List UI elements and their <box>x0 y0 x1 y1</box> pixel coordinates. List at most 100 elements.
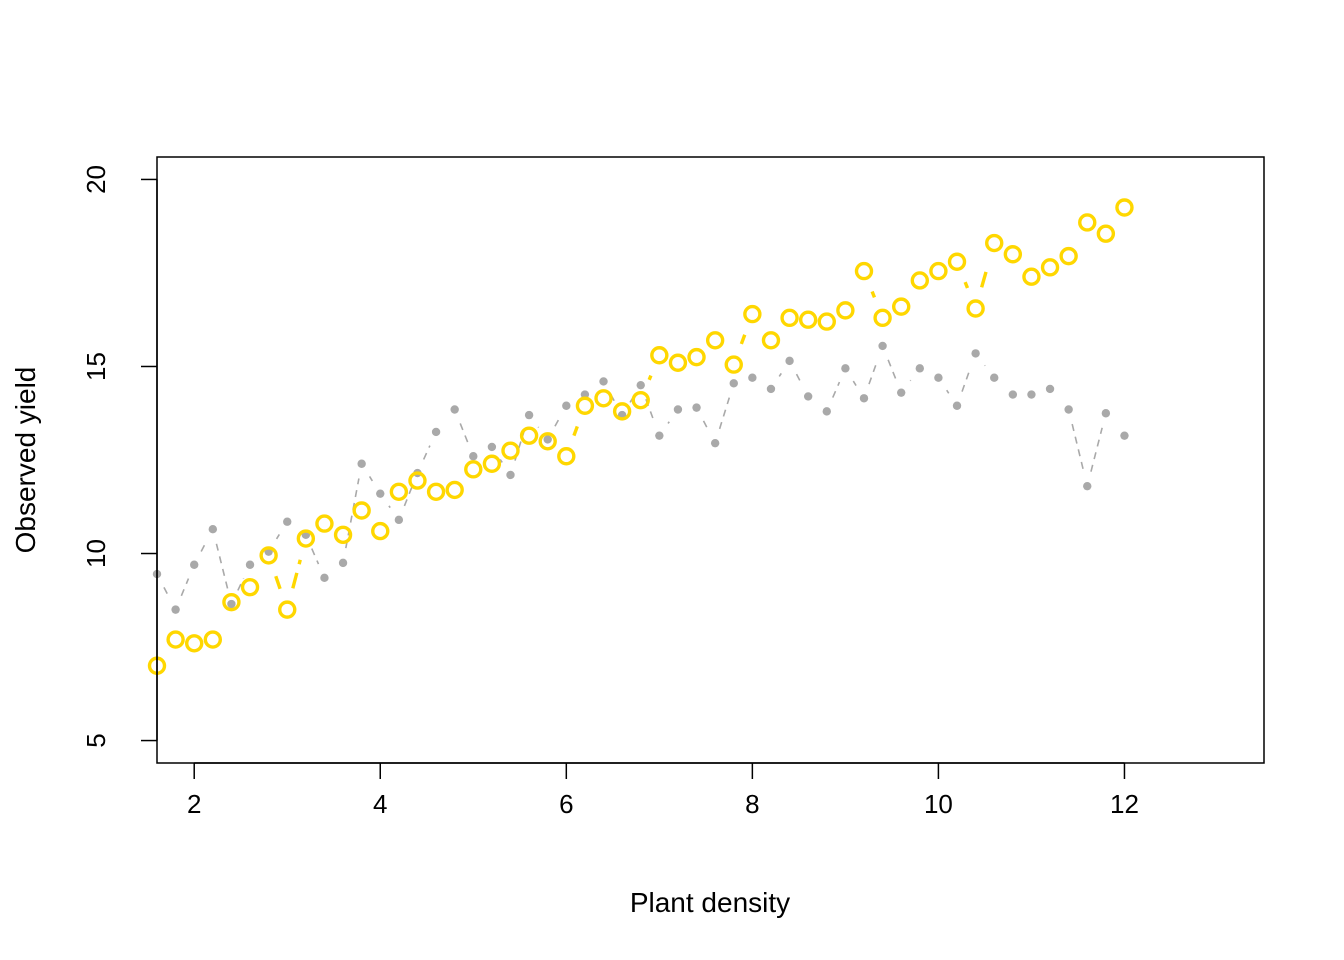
series-1-point <box>376 489 385 498</box>
series-1-segment <box>702 420 709 431</box>
series-2-point <box>687 347 706 367</box>
series-1-point <box>599 377 608 386</box>
series-1-segment <box>275 534 280 540</box>
series-2-point <box>612 402 632 421</box>
x-tick-label: 10 <box>924 789 953 819</box>
series-1-point <box>1008 390 1018 399</box>
series-1-segment <box>1071 423 1085 472</box>
series-2-point <box>854 261 874 281</box>
y-tick-label: 10 <box>81 539 111 568</box>
series-1-segment <box>459 423 469 443</box>
series-1-point <box>562 401 571 410</box>
series-2-point <box>1096 224 1116 243</box>
x-axis-title: Plant density <box>630 887 790 918</box>
series-2-point <box>408 471 427 490</box>
series-1-point <box>971 349 980 358</box>
series-1-segment <box>852 380 857 386</box>
series-2-point <box>333 525 353 545</box>
series-2-point <box>761 331 781 350</box>
series-1-point <box>636 380 645 390</box>
series-1-point <box>841 364 850 373</box>
series-1-point <box>990 373 999 382</box>
series-1-point <box>394 515 404 525</box>
series-2-segment <box>291 559 302 589</box>
series-1-point <box>171 605 180 614</box>
series-2-point <box>1078 213 1097 232</box>
series-2-point <box>947 252 967 271</box>
series-1-point <box>487 442 497 452</box>
series-2-point <box>315 514 334 533</box>
series-1-point <box>952 401 962 410</box>
series-1-point <box>673 405 683 414</box>
series-1-point <box>1045 384 1055 394</box>
series-1-point <box>915 364 925 373</box>
series-1-segment <box>946 389 950 394</box>
series-1-point <box>934 373 943 382</box>
series-2-point <box>482 454 502 473</box>
series-1-segment <box>422 445 431 460</box>
series-2-point <box>1022 267 1041 286</box>
series-2-point <box>836 301 855 320</box>
series-2-point <box>222 592 241 612</box>
series-1-point <box>878 341 887 351</box>
series-2-point <box>203 630 223 649</box>
series-2-segment <box>980 263 990 288</box>
y-tick-label: 15 <box>81 352 111 381</box>
series-1-point <box>1083 481 1092 491</box>
series-1-segment <box>403 486 413 507</box>
series-2-segment <box>963 281 970 289</box>
series-2-point <box>650 346 669 365</box>
series-1-point <box>1064 405 1073 414</box>
series-1-segment <box>237 577 245 591</box>
series-1-point <box>580 390 590 399</box>
x-tick-label: 6 <box>559 789 573 819</box>
series-1-point <box>803 392 813 401</box>
series-2-point <box>352 501 371 520</box>
series-2-point <box>557 447 576 466</box>
series-2-segment <box>870 290 877 299</box>
series-1-point <box>431 427 441 437</box>
series-1-segment <box>667 421 670 424</box>
series-1-segment <box>961 367 972 392</box>
series-1-point <box>766 384 776 394</box>
series-2-point <box>631 390 650 410</box>
series-1-segment <box>311 548 320 565</box>
series-2-point <box>445 480 464 500</box>
series-1-segment <box>554 418 560 427</box>
series-1-point <box>785 356 794 366</box>
series-1-segment <box>499 458 503 463</box>
series-2-point <box>966 299 985 318</box>
series-1-point <box>729 379 738 388</box>
series-1-point <box>1120 431 1129 440</box>
series-2-point <box>724 355 743 374</box>
series-1-point <box>748 373 757 382</box>
series-1-point <box>543 435 552 444</box>
series-1-point <box>357 459 366 468</box>
series-1-point <box>710 438 720 448</box>
series-1-point <box>655 431 664 440</box>
series-1-point <box>245 560 255 569</box>
series-2-point <box>817 312 836 331</box>
series-1-point <box>822 407 831 416</box>
series-2-point <box>371 521 390 541</box>
series-2-point <box>278 600 297 619</box>
series-1-point <box>283 517 292 526</box>
series-1-point <box>692 403 701 412</box>
series-1-point <box>469 452 478 461</box>
series-1-point <box>190 560 199 569</box>
series-2-point <box>185 634 204 653</box>
series-2-point <box>1003 245 1023 264</box>
series-2-point <box>240 577 260 597</box>
series-2-point <box>538 432 557 451</box>
series-2-point <box>910 271 930 290</box>
series-1-segment <box>718 397 731 430</box>
series-1-segment <box>215 543 229 590</box>
series-2-point <box>594 389 613 408</box>
series-2-point <box>1040 258 1060 277</box>
series-2-point <box>519 426 539 445</box>
series-2-point <box>1059 246 1078 266</box>
series-1-point <box>897 388 906 397</box>
series-2-segment <box>572 425 579 437</box>
series-1-segment <box>832 381 841 398</box>
